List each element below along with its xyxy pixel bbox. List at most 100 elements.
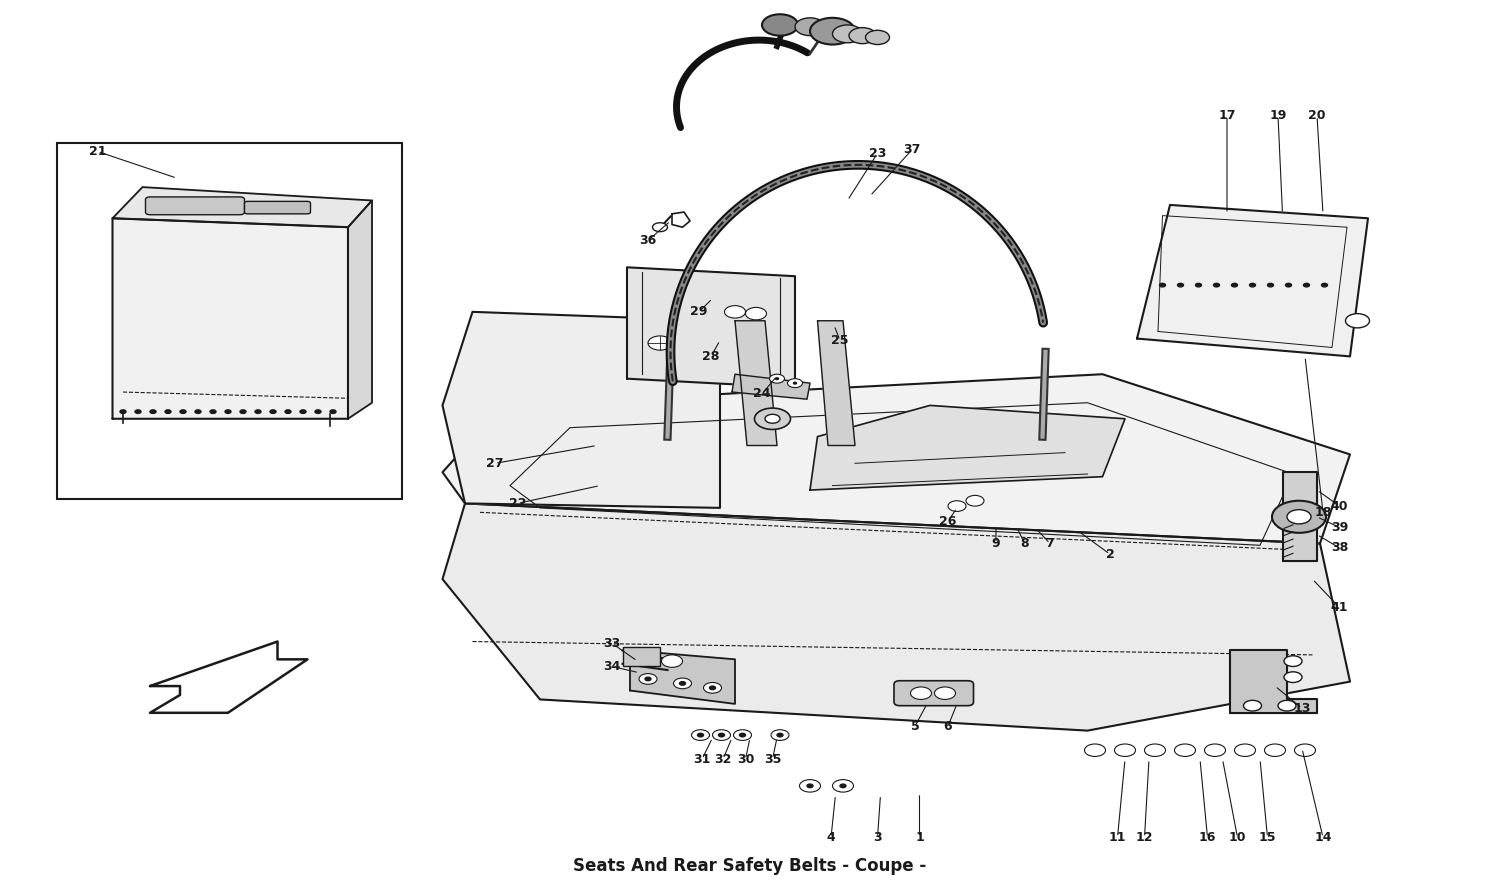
Circle shape [165,410,171,413]
Text: 33: 33 [603,637,621,650]
Text: 18: 18 [1314,506,1332,519]
Polygon shape [112,187,372,227]
Text: 41: 41 [1330,601,1348,614]
Circle shape [771,730,789,740]
Circle shape [285,410,291,413]
Circle shape [1244,700,1262,711]
Text: 16: 16 [1198,831,1216,844]
Circle shape [1272,501,1326,533]
Circle shape [225,410,231,413]
Circle shape [1294,744,1316,756]
Polygon shape [442,374,1350,544]
Circle shape [1304,283,1310,287]
Polygon shape [810,405,1125,490]
Circle shape [795,18,825,36]
Circle shape [833,25,862,43]
Circle shape [754,408,790,429]
Text: 6: 6 [944,720,952,732]
Polygon shape [1137,205,1368,356]
Circle shape [645,677,651,681]
Circle shape [1178,283,1184,287]
Text: 20: 20 [1308,110,1326,122]
Circle shape [1144,744,1166,756]
Circle shape [762,14,798,36]
Text: 8: 8 [1020,537,1029,550]
Circle shape [1232,283,1238,287]
Circle shape [718,733,724,737]
Text: 35: 35 [764,753,782,765]
Circle shape [948,501,966,511]
Text: 10: 10 [1228,831,1246,844]
Circle shape [674,678,692,689]
Circle shape [788,379,802,388]
Circle shape [270,410,276,413]
Circle shape [315,410,321,413]
Polygon shape [630,650,735,704]
Circle shape [765,414,780,423]
Circle shape [135,410,141,413]
Circle shape [195,410,201,413]
Circle shape [680,682,686,685]
Text: 13: 13 [1293,702,1311,715]
Text: 3: 3 [873,831,882,844]
Circle shape [1286,283,1292,287]
Text: Seats And Rear Safety Belts - Coupe -: Seats And Rear Safety Belts - Coupe - [573,857,927,875]
Text: 34: 34 [603,660,621,673]
Text: 27: 27 [486,457,504,470]
Text: 1: 1 [915,831,924,844]
Text: 36: 36 [639,234,657,247]
Text: 39: 39 [1330,521,1348,534]
Circle shape [966,495,984,506]
Text: 4: 4 [827,831,836,844]
Text: 24: 24 [753,388,771,400]
Circle shape [1278,700,1296,711]
Circle shape [794,382,796,384]
Circle shape [1084,744,1106,756]
Circle shape [1287,510,1311,524]
Polygon shape [112,218,348,419]
Polygon shape [732,374,810,399]
Circle shape [639,674,657,684]
Polygon shape [818,321,855,446]
Circle shape [776,378,778,380]
Circle shape [1322,283,1328,287]
Text: 11: 11 [1108,831,1126,844]
Circle shape [150,410,156,413]
Circle shape [770,374,784,383]
Circle shape [1174,744,1196,756]
Circle shape [1114,744,1136,756]
Text: 19: 19 [1269,110,1287,122]
Text: 23: 23 [868,147,886,159]
Circle shape [1264,744,1286,756]
Circle shape [692,730,709,740]
Circle shape [662,655,682,667]
Text: 17: 17 [1218,110,1236,122]
Circle shape [740,733,746,737]
Circle shape [1346,314,1370,328]
Bar [622,647,660,666]
Polygon shape [442,503,1350,731]
Circle shape [840,784,846,788]
Polygon shape [348,200,372,419]
Circle shape [833,780,854,792]
Circle shape [120,410,126,413]
Bar [57,143,402,499]
Circle shape [849,28,876,44]
Text: 15: 15 [1258,831,1276,844]
Polygon shape [1230,650,1317,713]
Circle shape [1284,656,1302,666]
Circle shape [698,733,703,737]
Circle shape [255,410,261,413]
Text: 25: 25 [831,334,849,347]
Circle shape [910,687,932,699]
Text: 40: 40 [1330,500,1348,512]
Text: 38: 38 [1330,542,1348,554]
Circle shape [934,687,956,699]
Circle shape [807,784,813,788]
Text: 26: 26 [939,515,957,527]
Polygon shape [627,267,795,388]
Text: 28: 28 [702,350,720,363]
FancyBboxPatch shape [894,681,974,706]
Text: 29: 29 [690,306,708,318]
Circle shape [1214,283,1219,287]
